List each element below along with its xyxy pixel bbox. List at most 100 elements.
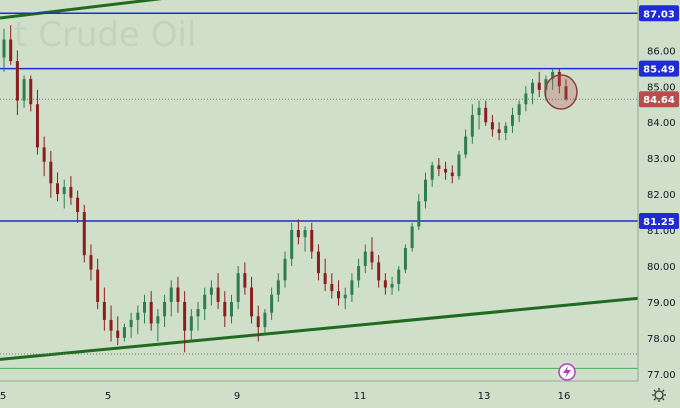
candle-body: [96, 269, 100, 302]
candle: [350, 273, 354, 302]
candle: [370, 237, 374, 270]
level-badge: 81.25: [639, 213, 679, 230]
level-badge-bg: [639, 5, 679, 22]
y-tick-label: 78.00: [647, 334, 676, 345]
candle: [323, 258, 327, 292]
x-tick-label: 16: [558, 391, 571, 402]
candle: [337, 280, 341, 306]
candle: [363, 244, 367, 274]
candle: [310, 222, 314, 259]
candle-body: [15, 61, 19, 101]
candle-body: [9, 39, 13, 62]
candle-body: [323, 273, 327, 284]
candle: [15, 50, 19, 116]
trendline: [0, 296, 639, 361]
candle: [537, 71, 541, 98]
candle: [42, 136, 46, 177]
candle: [524, 86, 528, 112]
candle: [450, 165, 454, 184]
candle-body: [537, 82, 541, 90]
candle: [276, 273, 280, 302]
candle-body: [69, 186, 73, 198]
candle: [430, 161, 434, 187]
candle-body: [316, 251, 320, 274]
candle: [390, 276, 394, 295]
candle-body: [2, 39, 6, 58]
bottom-marker[interactable]: [558, 363, 576, 381]
candle: [330, 273, 334, 299]
candle-body: [397, 269, 401, 284]
candle: [122, 323, 126, 342]
candle-body: [283, 258, 287, 281]
x-tick-label: 13: [478, 391, 491, 402]
candle: [203, 287, 207, 320]
candle: [209, 280, 213, 306]
candle: [169, 280, 173, 317]
candle: [531, 79, 535, 105]
candle-body: [82, 212, 86, 256]
candle-body: [557, 71, 561, 87]
candle-body: [243, 273, 247, 288]
candle-body: [497, 129, 501, 133]
candle: [316, 244, 320, 281]
candle: [484, 100, 488, 126]
candle: [490, 115, 494, 137]
candle: [143, 294, 146, 324]
candle-body: [444, 168, 448, 173]
last-price-badge-bg: [639, 91, 679, 108]
candle-body: [290, 230, 294, 259]
settings-gear[interactable]: [652, 388, 666, 402]
candle-body: [223, 301, 227, 317]
candle-body: [263, 312, 267, 328]
candle: [477, 100, 481, 130]
gear-teeth: [652, 388, 666, 402]
last-price-badge-label: 84.64: [643, 95, 675, 106]
level-badge: 87.03: [639, 5, 679, 22]
candle: [102, 287, 106, 331]
candle-body: [129, 319, 133, 328]
candle: [470, 104, 474, 144]
candle-body: [363, 251, 367, 266]
candle: [136, 305, 140, 335]
price-axis: 86.00 85.00 84.00 83.00 82.00 81.00 80.00 79.00…: [637, 0, 676, 381]
y-tick-label: 84.00: [647, 118, 676, 129]
candle-body: [370, 251, 374, 263]
candle: [256, 305, 260, 342]
candle-body: [417, 201, 421, 227]
candle-body: [510, 115, 514, 126]
candle-body: [229, 301, 233, 317]
candle: [82, 204, 86, 263]
candle: [397, 265, 401, 292]
candle-body: [250, 287, 254, 317]
candle: [437, 158, 441, 177]
candle: [243, 262, 247, 295]
candle-body: [383, 280, 387, 288]
candle-body: [156, 316, 160, 324]
gear-icon[interactable]: [654, 390, 664, 400]
candle-body: [56, 183, 60, 195]
candle-body: [176, 287, 180, 302]
candle: [49, 150, 53, 198]
candle: [444, 161, 448, 180]
candle: [510, 107, 514, 133]
y-tick-label: 79.00: [647, 298, 676, 309]
candle-body: [490, 122, 494, 130]
candle: [149, 291, 153, 331]
candle: [22, 75, 26, 108]
candle-body: [437, 165, 441, 169]
candle-body: [122, 327, 126, 338]
candle-body: [531, 82, 535, 94]
candle-body: [143, 301, 146, 313]
candle: [383, 273, 387, 295]
candle-body: [484, 107, 488, 123]
lightning-glyph: [563, 366, 571, 378]
y-tick-label: 77.00: [647, 370, 676, 381]
candle: [504, 122, 508, 141]
x-tick-label: 11: [354, 391, 367, 402]
candle: [263, 309, 267, 335]
candle-body: [350, 280, 354, 295]
candle-body: [377, 262, 381, 281]
candle: [464, 129, 468, 159]
